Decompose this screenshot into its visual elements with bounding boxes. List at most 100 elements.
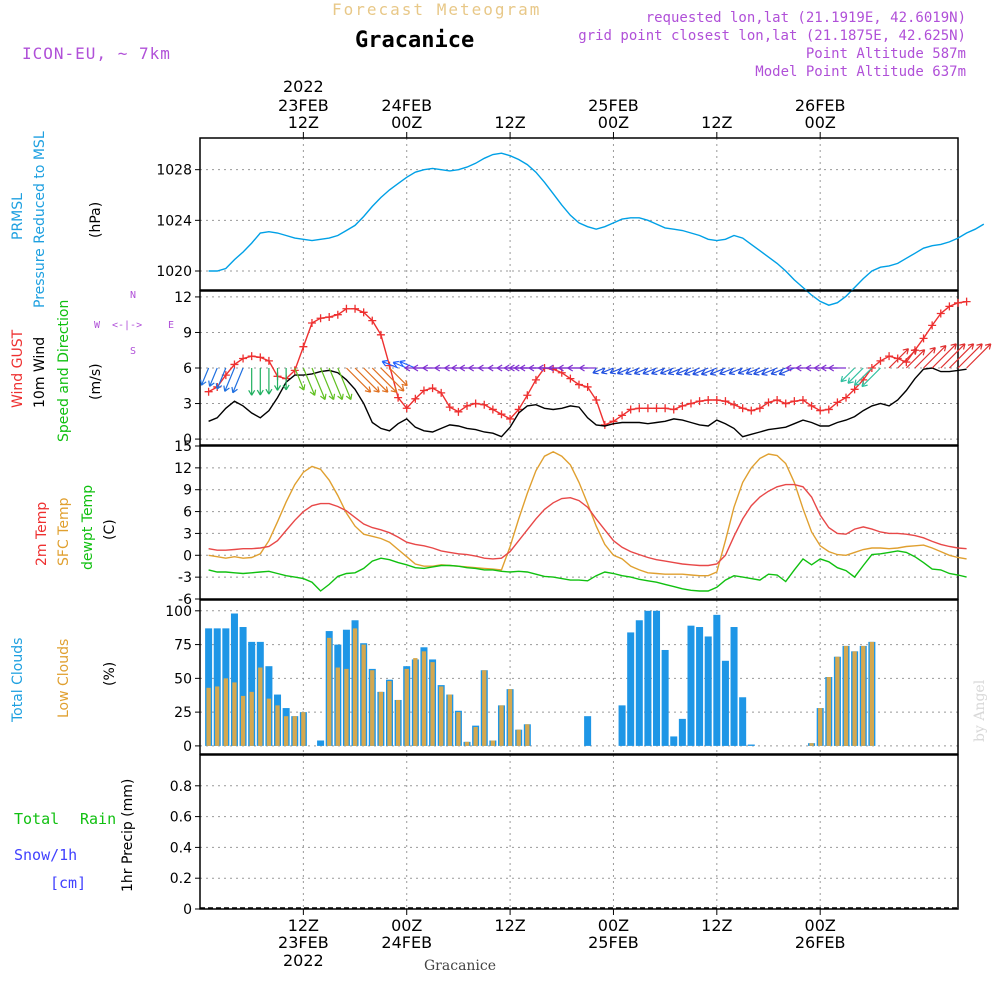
gust-marker — [704, 395, 713, 404]
gust-marker — [773, 395, 782, 404]
low-cloud-bar — [240, 695, 246, 746]
ytick-label: 6 — [183, 505, 192, 521]
xtick-bottom-hour: 12Z — [701, 916, 732, 935]
gust-marker — [867, 364, 876, 372]
wind-arrow — [683, 367, 700, 376]
low-cloud-bar — [249, 691, 254, 746]
wind-arrow — [380, 367, 405, 392]
gust-marker — [497, 410, 506, 419]
low-cloud-bar — [361, 644, 366, 746]
ytick-label: 0 — [183, 739, 192, 755]
ytick-label: 0 — [183, 902, 192, 918]
compass-south: S — [130, 346, 137, 357]
ytick-label: 1020 — [156, 264, 192, 280]
gust-marker — [419, 386, 428, 395]
wind-arrow — [667, 367, 683, 376]
low-cloud-bar — [404, 668, 409, 746]
gust-marker — [463, 401, 472, 410]
gust-marker — [204, 387, 213, 396]
low-cloud-bar — [456, 712, 461, 746]
wind-arrow — [265, 368, 273, 395]
wind-arrow — [215, 367, 227, 390]
gust-marker — [635, 404, 644, 413]
total-cloud-bar — [730, 627, 738, 746]
panel-frame — [199, 445, 959, 600]
ytick-label: 0.4 — [170, 840, 192, 856]
low-cloud-bar — [439, 686, 444, 746]
gust-marker — [376, 330, 385, 339]
wind-arrow — [957, 343, 983, 369]
wind-arrow — [642, 367, 657, 376]
low-cloud-bar — [482, 670, 487, 746]
low-cloud-bar — [835, 656, 840, 746]
gust-marker — [247, 352, 256, 361]
low-cloud-bar — [292, 716, 297, 746]
wind-arrow — [745, 367, 761, 376]
total-cloud-bar — [696, 627, 704, 746]
wind-arrow — [709, 367, 726, 376]
snow-unit-label: [cm] — [50, 874, 87, 892]
wind-arrow — [659, 367, 674, 375]
gust-marker — [850, 385, 859, 394]
low-cloud-bar — [370, 670, 375, 746]
low-cloud-bar — [387, 681, 392, 746]
low-cloud-bar — [378, 691, 384, 746]
wind-arrow — [888, 348, 910, 369]
wind-arrow — [381, 359, 399, 369]
ytick-label: -6 — [178, 592, 192, 608]
low-cloud-bar — [430, 662, 435, 746]
ytick-label: 50 — [174, 671, 192, 687]
ytick-label: 12 — [174, 461, 192, 477]
low-cloud-bar — [223, 678, 228, 746]
low-cloud-bar — [215, 686, 220, 746]
panel-frame — [199, 137, 959, 291]
xtick-bottom-date: 23FEB — [278, 933, 329, 952]
low-cloud-bar — [861, 645, 866, 746]
wind-arrow — [311, 367, 327, 401]
xaxis-bottom-year: 2022 — [283, 951, 324, 970]
ytick-label: 0.6 — [170, 810, 192, 826]
total-cloud-bar — [584, 716, 592, 746]
wind-arrow — [363, 367, 389, 393]
gust-marker — [807, 401, 816, 410]
total-cloud-bar — [618, 705, 626, 746]
gust-marker — [936, 309, 945, 318]
panel-frame — [199, 599, 959, 755]
ytick-label: 100 — [165, 604, 192, 620]
model-name: ICON-EU, ~ 7km — [22, 44, 171, 63]
ytick-label: 3 — [183, 397, 192, 413]
footer-location: Gracanice — [424, 958, 497, 974]
low-cloud-bar — [826, 677, 831, 746]
low-cloud-bar — [283, 716, 289, 746]
gust-marker — [480, 400, 489, 409]
low-cloud-bar — [395, 699, 401, 746]
low-cloud-bar — [507, 689, 513, 746]
wind-arrow — [392, 360, 407, 369]
ytick-label: -3 — [178, 570, 192, 586]
wind-arrow — [625, 367, 640, 376]
gust-marker — [721, 397, 730, 406]
ytick-label: 3 — [183, 526, 192, 542]
total-cloud-bar — [653, 610, 661, 746]
ytick-label: 25 — [174, 705, 192, 721]
wind-arrow — [675, 367, 692, 376]
gust-marker — [919, 334, 928, 343]
total-cloud-bar — [205, 628, 213, 746]
total-cloud-bar — [317, 740, 325, 746]
wind-arrow — [399, 360, 416, 369]
wind-arrow — [633, 367, 649, 376]
xtick-bottom-hour: 00Z — [598, 916, 629, 935]
gust-marker — [299, 342, 308, 351]
low-cloud-bar — [266, 698, 272, 746]
gust-marker — [325, 313, 334, 322]
gust-marker — [506, 414, 515, 423]
low-cloud-bar — [852, 651, 857, 746]
gust-marker — [730, 400, 739, 409]
gust-marker — [790, 397, 799, 406]
snow-label: Snow/1h — [14, 846, 78, 864]
wind-arrow — [320, 367, 336, 401]
low-cloud-bar — [473, 726, 478, 746]
gust-marker — [402, 404, 411, 413]
gust-marker — [368, 316, 377, 325]
